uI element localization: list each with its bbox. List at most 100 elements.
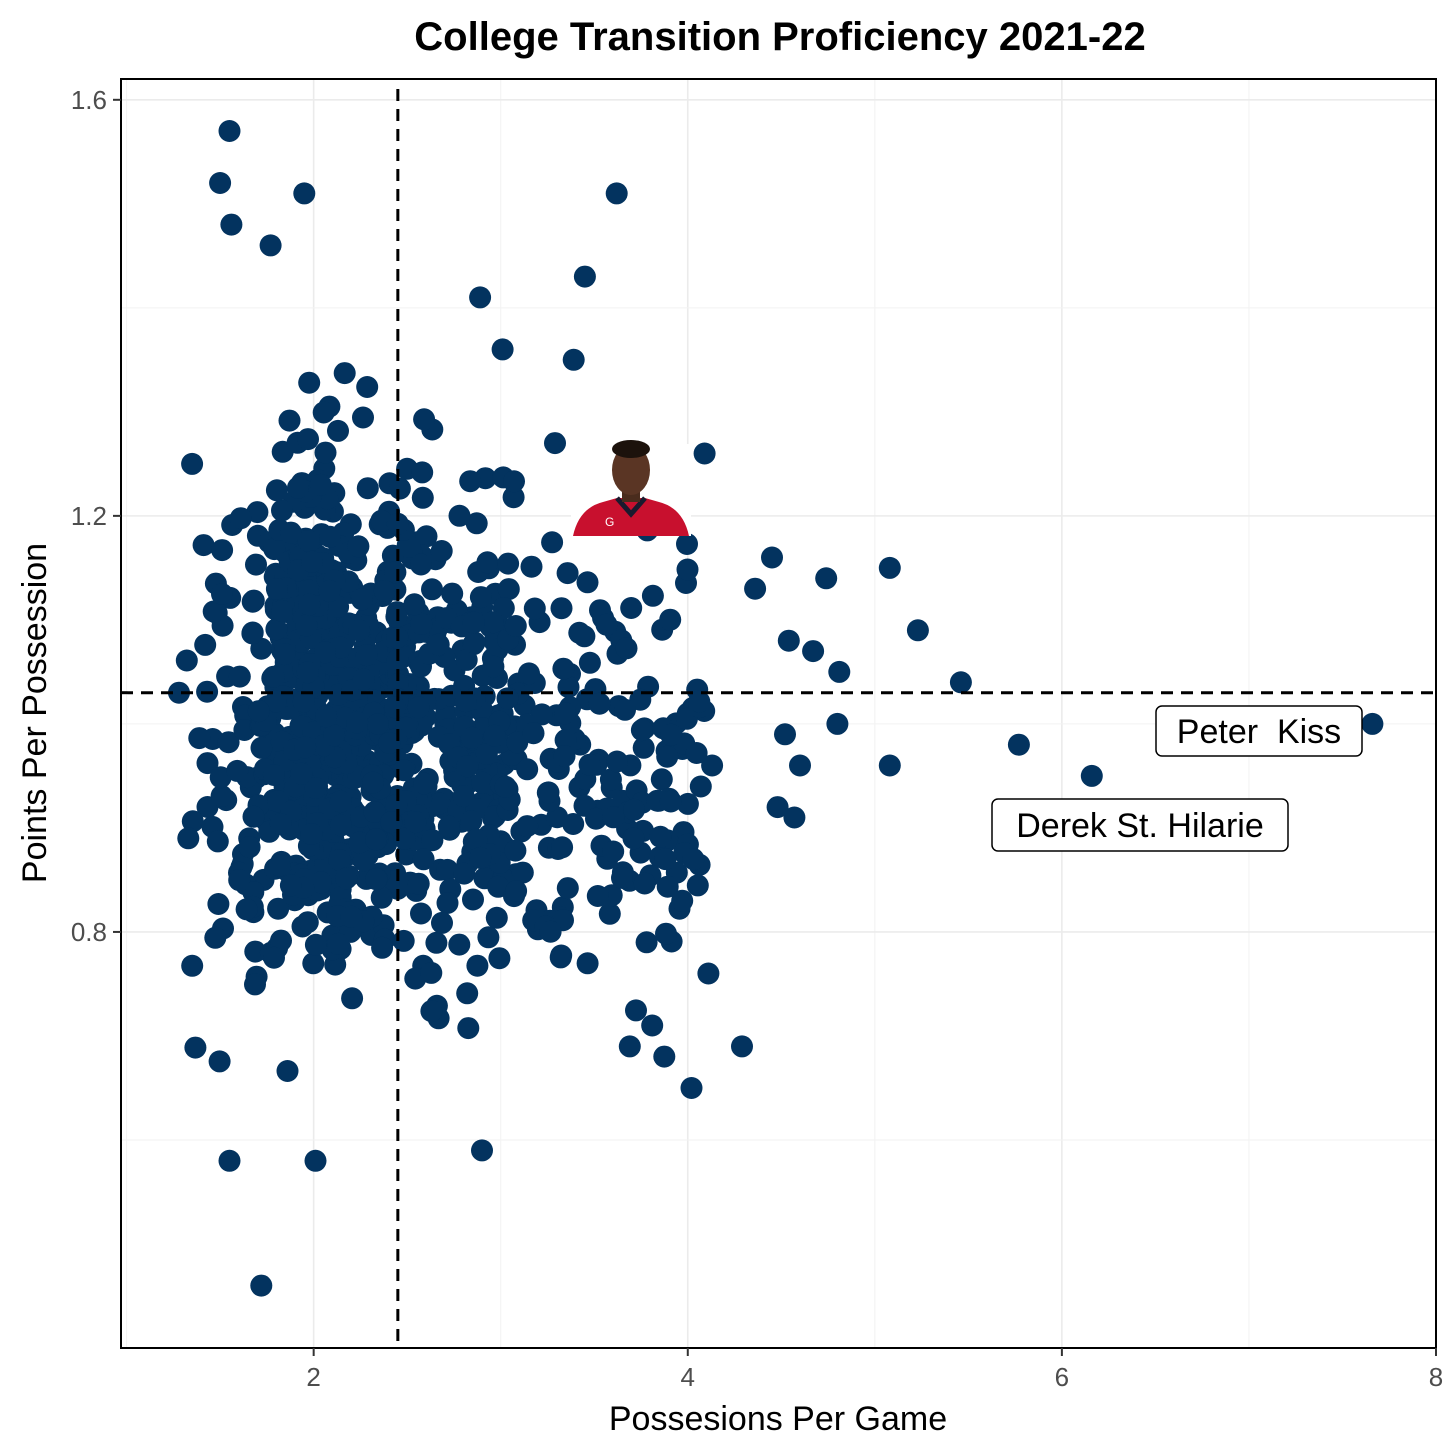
data-point xyxy=(335,867,358,890)
data-point xyxy=(181,954,204,977)
data-point xyxy=(276,1060,299,1082)
data-point xyxy=(1007,733,1030,756)
data-point xyxy=(556,562,579,585)
data-point xyxy=(265,578,288,600)
data-point xyxy=(365,868,388,891)
data-point xyxy=(206,830,229,853)
data-point xyxy=(576,952,599,975)
data-point xyxy=(459,470,482,493)
data-point xyxy=(615,637,638,660)
plot-border xyxy=(120,78,1437,1349)
data-point xyxy=(578,651,601,674)
data-point xyxy=(265,618,288,641)
data-point xyxy=(660,723,683,746)
x-tick-label: 4 xyxy=(681,1362,695,1392)
data-point xyxy=(181,452,204,475)
data-point xyxy=(302,952,325,975)
data-point xyxy=(430,540,453,562)
data-point xyxy=(550,597,573,620)
data-point xyxy=(544,432,566,455)
data-point xyxy=(319,525,341,548)
data-point xyxy=(327,932,350,955)
data-point xyxy=(554,729,577,752)
hair xyxy=(612,440,650,458)
data-point xyxy=(287,476,309,499)
data-point xyxy=(497,552,520,575)
data-point xyxy=(421,829,444,852)
data-point xyxy=(304,777,327,799)
data-point xyxy=(556,877,579,900)
data-point xyxy=(483,724,506,747)
data-point xyxy=(365,828,388,851)
data-point xyxy=(386,512,409,535)
data-point xyxy=(177,827,200,850)
data-point xyxy=(630,719,653,742)
data-point xyxy=(297,428,319,451)
data-point xyxy=(774,723,796,746)
data-point xyxy=(456,755,479,778)
face xyxy=(612,445,650,495)
data-point xyxy=(388,477,411,500)
data-point xyxy=(264,690,287,713)
reference-lines xyxy=(121,89,1436,1348)
data-point xyxy=(415,525,438,548)
data-point xyxy=(878,556,901,579)
data-point xyxy=(413,408,436,431)
data-point xyxy=(682,848,705,871)
data-point xyxy=(347,535,370,558)
data-point xyxy=(469,286,492,309)
data-point xyxy=(407,696,430,719)
y-axis-title: Points Per Possession xyxy=(16,543,54,883)
data-point xyxy=(553,745,576,768)
point-label: Derek St. Hilarie xyxy=(991,798,1289,852)
data-point xyxy=(491,338,514,361)
data-point xyxy=(462,611,485,634)
data-point xyxy=(789,754,811,777)
data-point xyxy=(595,613,618,636)
data-point xyxy=(428,792,451,815)
data-point xyxy=(455,648,478,671)
data-point xyxy=(906,619,929,642)
data-point xyxy=(370,886,393,909)
data-point xyxy=(270,929,292,952)
data-point xyxy=(392,929,415,952)
data-point xyxy=(744,577,767,600)
data-point xyxy=(689,775,712,798)
data-point xyxy=(602,806,625,829)
jersey-collar xyxy=(615,496,647,518)
data-point xyxy=(656,745,679,768)
data-point xyxy=(420,1000,443,1023)
point-labels: Peter Kiss Derek St. Hilarie xyxy=(991,705,1363,852)
data-point xyxy=(585,807,607,830)
data-point xyxy=(273,643,296,666)
data-point xyxy=(218,120,241,142)
data-point xyxy=(312,401,335,424)
data-point xyxy=(351,588,373,611)
data-point xyxy=(293,182,316,205)
data-point xyxy=(371,936,394,959)
data-point xyxy=(653,1045,676,1068)
y-tick-label: 1.2 xyxy=(71,501,107,531)
data-point xyxy=(481,611,504,634)
data-point xyxy=(460,726,483,749)
data-point xyxy=(220,213,243,236)
data-point xyxy=(263,946,285,969)
data-point xyxy=(210,784,233,807)
data-point xyxy=(568,621,591,644)
data-point xyxy=(437,815,460,838)
data-point xyxy=(208,1050,231,1073)
data-point xyxy=(431,911,453,934)
data-point xyxy=(427,633,450,656)
data-point xyxy=(502,486,525,509)
point-label-text: Derek St. Hilarie xyxy=(1016,807,1264,845)
data-point xyxy=(588,692,611,715)
data-point xyxy=(259,234,282,257)
data-point xyxy=(271,599,293,622)
y-tick-label: 1.6 xyxy=(71,85,107,115)
data-point xyxy=(815,567,838,590)
y-tick-label: 0.8 xyxy=(71,917,107,947)
data-point xyxy=(655,922,677,945)
data-point xyxy=(411,461,434,484)
data-point xyxy=(267,897,290,920)
data-point xyxy=(551,836,574,859)
